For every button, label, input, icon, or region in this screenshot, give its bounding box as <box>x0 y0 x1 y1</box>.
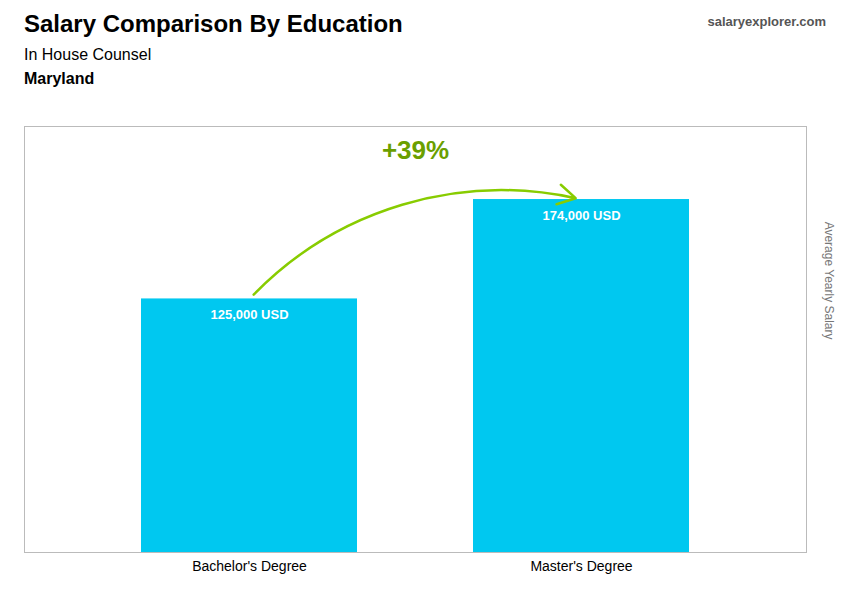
svg-text:Bachelor's Degree: Bachelor's Degree <box>192 558 307 574</box>
html-text:salaryexplorer.com: salaryexplorer.com <box>707 14 826 29</box>
svg-text:+39%: +39% <box>382 135 449 165</box>
html-text:Maryland: Maryland <box>24 70 95 87</box>
svg-text:Master's Degree: Master's Degree <box>530 558 632 574</box>
html-text:Salary Comparison By Education: Salary Comparison By Education <box>24 10 403 37</box>
svg-text:Average Yearly Salary: Average Yearly Salary <box>822 222 836 340</box>
html-text:In House Counsel: In House Counsel <box>24 46 152 63</box>
svg-text:125,000 USD: 125,000 USD <box>210 307 288 322</box>
svg-text:174,000 USD: 174,000 USD <box>542 208 620 223</box>
